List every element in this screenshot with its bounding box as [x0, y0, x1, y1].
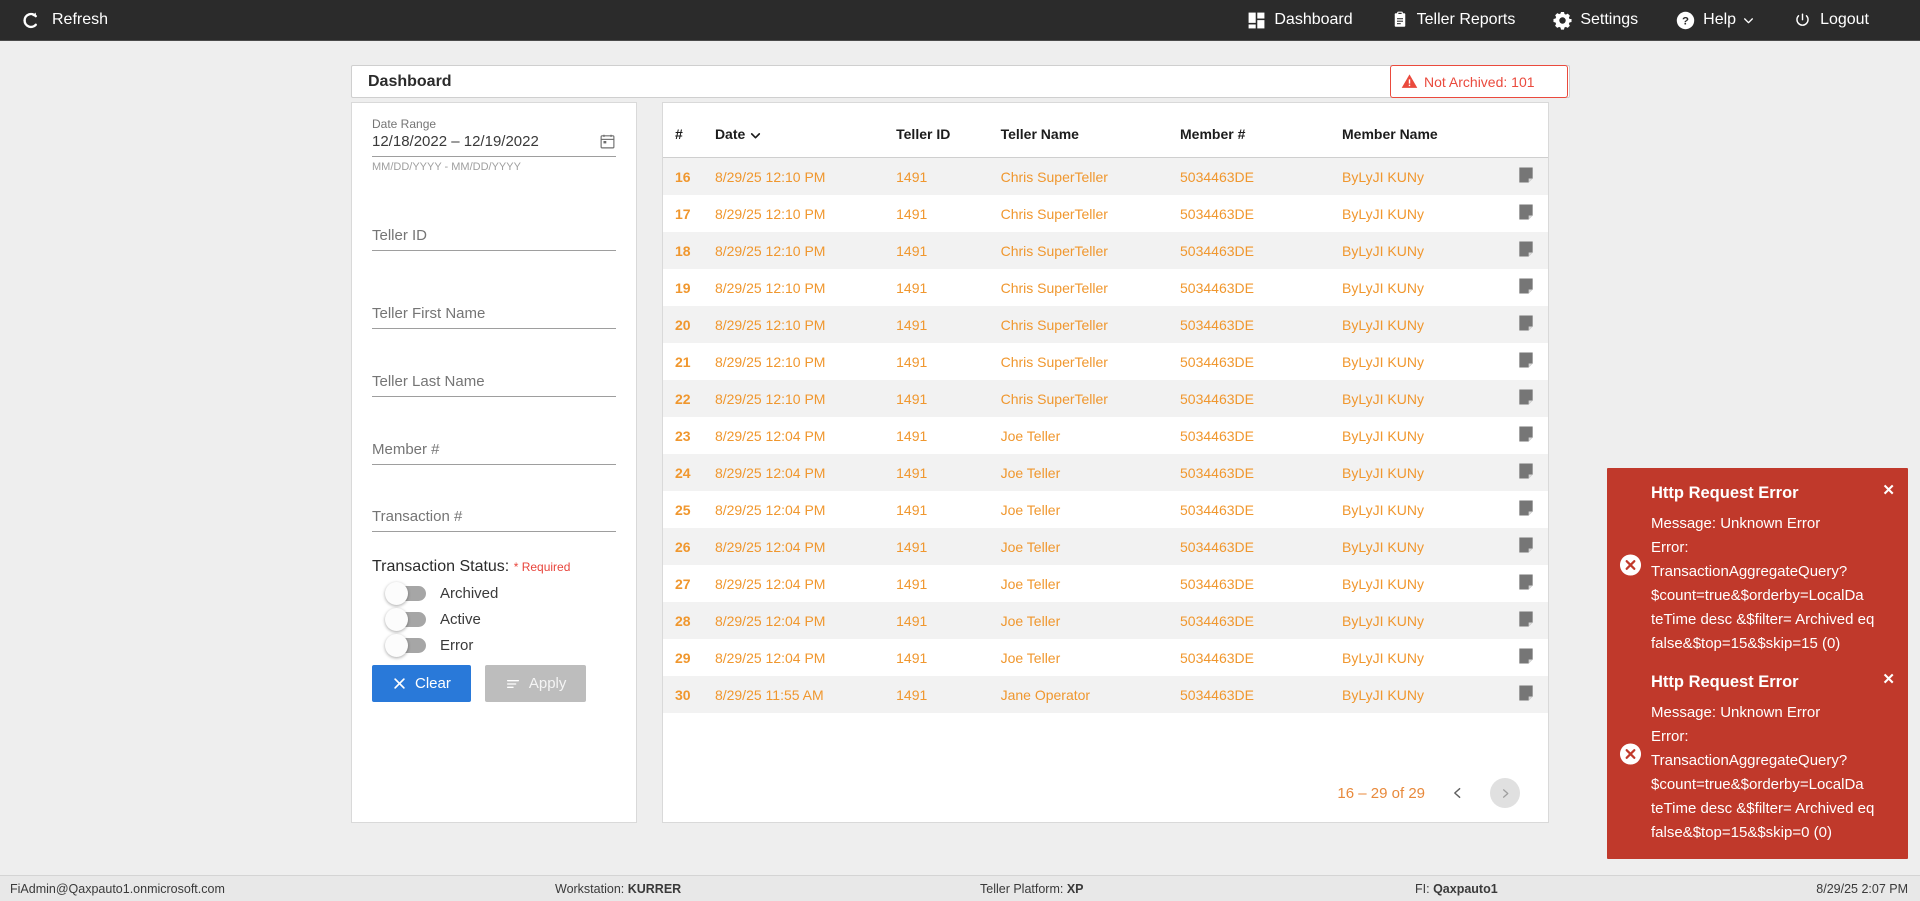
svg-text:?: ? [1682, 15, 1689, 27]
